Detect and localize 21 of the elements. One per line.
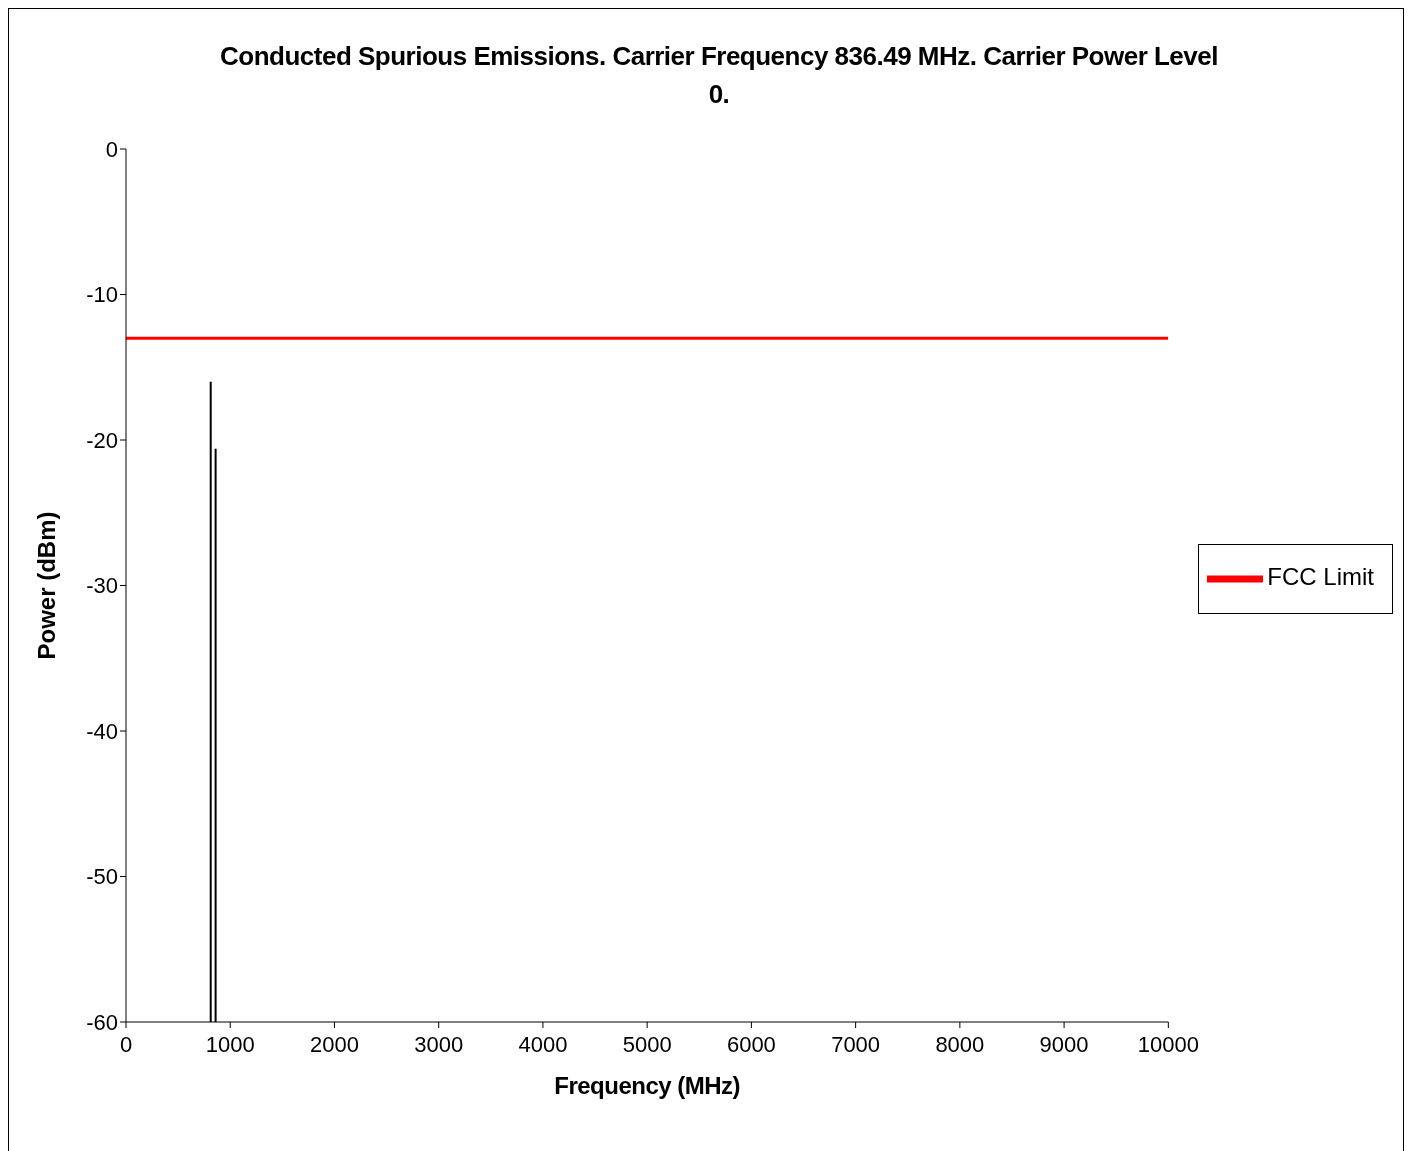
x-axis-title: Frequency (MHz)	[554, 1072, 741, 1099]
x-tick-label: 5000	[622, 1031, 672, 1057]
chart-title: Conducted Spurious Emissions. Carrier Frequency 836.49 MHz. Carrier Power Level 0.	[219, 40, 1219, 111]
x-tick-label: 2000	[309, 1031, 359, 1057]
x-tick-label: 8000	[935, 1031, 985, 1057]
y-tick-label: -60	[86, 1009, 118, 1035]
legend-label: FCC Limit	[1267, 563, 1374, 591]
x-tick-label: 1000	[205, 1031, 255, 1057]
x-tick-label: 9000	[1039, 1031, 1089, 1057]
x-tick-label: 6000	[726, 1031, 776, 1057]
y-tick-label: -20	[86, 427, 118, 453]
y-tick-label: -30	[86, 573, 118, 599]
y-tick-label: -10	[86, 282, 118, 308]
x-tick-label: 4000	[518, 1031, 568, 1057]
y-tick-label: 0	[105, 136, 118, 162]
y-tick-label: -40	[86, 718, 118, 744]
x-tick-label: 3000	[414, 1031, 464, 1057]
x-tick-label: 10000	[1137, 1031, 1199, 1057]
y-tick-label: -50	[86, 864, 118, 890]
x-tick-label: 7000	[831, 1031, 881, 1057]
y-axis-title: Power (dBm)	[32, 511, 60, 660]
